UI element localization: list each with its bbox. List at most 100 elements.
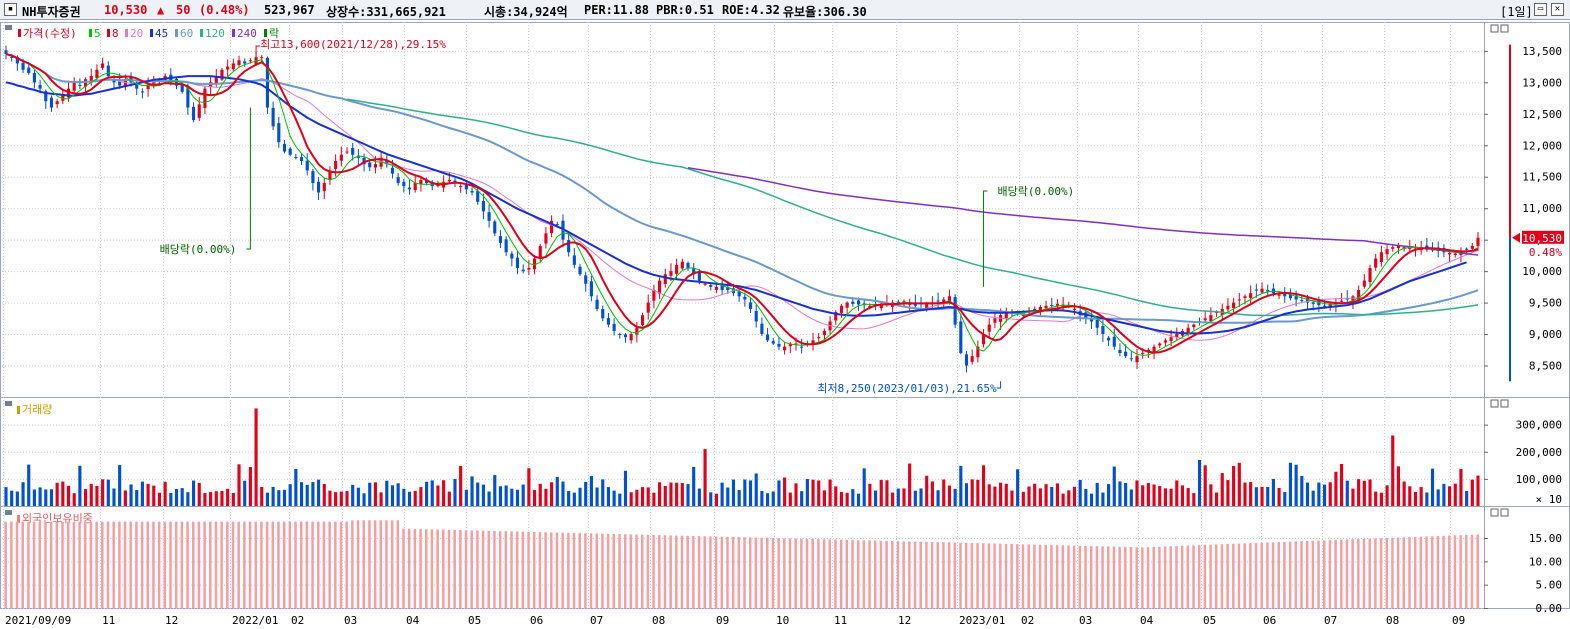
volume-bar bbox=[1152, 484, 1156, 506]
current-price-label: 10,530 bbox=[1522, 232, 1562, 245]
volume-bar bbox=[15, 491, 19, 506]
volume-bar bbox=[1419, 487, 1423, 506]
foreign-bar bbox=[737, 537, 741, 608]
candle-body bbox=[311, 171, 315, 184]
foreign-bar bbox=[1067, 545, 1070, 608]
candle-body bbox=[362, 157, 366, 165]
candle-body bbox=[27, 67, 31, 73]
candle-body bbox=[44, 91, 48, 102]
foreign-bar bbox=[936, 542, 940, 608]
candle-body bbox=[1169, 337, 1173, 341]
candle-body bbox=[413, 183, 417, 191]
candle-body bbox=[1322, 305, 1327, 307]
volume-bar bbox=[1192, 493, 1196, 506]
foreign-bar bbox=[487, 530, 491, 608]
volume-bar bbox=[555, 476, 559, 506]
candle-body bbox=[10, 56, 14, 58]
volume-bar bbox=[640, 487, 645, 506]
volume-bar bbox=[811, 479, 815, 506]
volume-bar bbox=[510, 488, 514, 506]
volume-bar bbox=[1288, 462, 1293, 506]
candle-body bbox=[1152, 346, 1156, 353]
candle-body bbox=[652, 290, 656, 301]
foreign-bar bbox=[1186, 545, 1190, 608]
volume-bar bbox=[1203, 465, 1207, 506]
volume-bar bbox=[550, 482, 554, 506]
volume-bar bbox=[743, 479, 747, 506]
pane-minimize-icon bbox=[1490, 508, 1499, 517]
ma20-line bbox=[5, 53, 1479, 341]
volume-bar bbox=[964, 483, 969, 506]
volume-bar bbox=[1300, 475, 1304, 506]
per: PER:11.88 bbox=[584, 3, 650, 17]
x-tick-label: 07 bbox=[590, 614, 603, 627]
foreign-bar bbox=[1402, 537, 1406, 608]
foreign-bar bbox=[845, 539, 849, 608]
foreign-bar bbox=[680, 535, 684, 608]
volume-bar bbox=[504, 485, 508, 506]
volume-bar bbox=[44, 489, 48, 506]
foreign-bar bbox=[220, 521, 223, 608]
foreign-bar bbox=[771, 538, 775, 608]
volume-bar bbox=[1044, 484, 1048, 506]
candle-body bbox=[760, 323, 764, 335]
period-selector[interactable]: [1일] bbox=[1500, 5, 1533, 19]
candle-body bbox=[1379, 252, 1383, 262]
volume-bar bbox=[1209, 484, 1213, 506]
foreign-bar bbox=[368, 520, 371, 608]
candle-body bbox=[663, 274, 667, 284]
foreign-bar bbox=[1243, 543, 1246, 608]
foreign-bar bbox=[1413, 536, 1417, 608]
close-icon[interactable]: ✕ bbox=[1551, 3, 1564, 16]
foreign-bar bbox=[146, 521, 150, 608]
candle-body bbox=[152, 82, 156, 84]
foreign-bar bbox=[851, 540, 854, 608]
candle-body bbox=[1089, 317, 1094, 322]
up-arrow-icon: ▲ bbox=[157, 3, 165, 17]
foreign-bar bbox=[1351, 539, 1354, 608]
x-tick-label: 2022/01 bbox=[232, 614, 278, 627]
candle-body bbox=[21, 62, 25, 70]
ma240-line bbox=[687, 167, 1479, 256]
y-tick-label: 11,500 bbox=[1522, 171, 1562, 184]
candle-body bbox=[106, 65, 110, 77]
volume: 523,967 bbox=[264, 3, 315, 17]
foreign-bar bbox=[532, 531, 536, 608]
candle-body bbox=[1362, 280, 1366, 287]
candle-body bbox=[714, 286, 718, 290]
volume-bar bbox=[21, 482, 25, 506]
foreign-bar bbox=[1180, 545, 1184, 608]
candle-body bbox=[396, 177, 400, 184]
foreign-bar bbox=[334, 521, 337, 608]
foreign-bar bbox=[1192, 545, 1195, 608]
candle-body bbox=[288, 148, 292, 155]
candle-body bbox=[629, 334, 633, 341]
volume-bar bbox=[169, 492, 173, 506]
candle-body bbox=[271, 107, 275, 127]
menu-icon[interactable]: ▪ bbox=[4, 3, 17, 16]
candle-body bbox=[1391, 247, 1395, 249]
candle-body bbox=[1311, 302, 1315, 304]
foreign-bar bbox=[402, 528, 405, 608]
foreign-bar bbox=[942, 542, 945, 608]
volume-bar bbox=[1334, 471, 1338, 506]
foreign-bar bbox=[112, 521, 115, 608]
candle-body bbox=[623, 334, 628, 338]
foreign-bar bbox=[618, 534, 621, 608]
candle-body bbox=[1243, 296, 1247, 299]
foreign-bar bbox=[1334, 539, 1337, 608]
volume-bar bbox=[987, 484, 991, 506]
foreign-bar bbox=[527, 531, 530, 608]
foreign-bar bbox=[572, 532, 576, 608]
foreign-bar bbox=[925, 541, 928, 608]
foreign-bar bbox=[38, 521, 42, 608]
volume-bar bbox=[1158, 486, 1162, 506]
candle-body bbox=[231, 63, 235, 70]
restore-icon[interactable]: ▭ bbox=[1534, 3, 1547, 16]
foreign-bar bbox=[1135, 547, 1138, 608]
x-tick-label: 08 bbox=[652, 614, 665, 627]
volume-bar bbox=[1095, 482, 1099, 506]
volume-bar bbox=[425, 481, 429, 506]
volume-bar bbox=[1180, 485, 1185, 506]
candle-body bbox=[191, 106, 196, 121]
